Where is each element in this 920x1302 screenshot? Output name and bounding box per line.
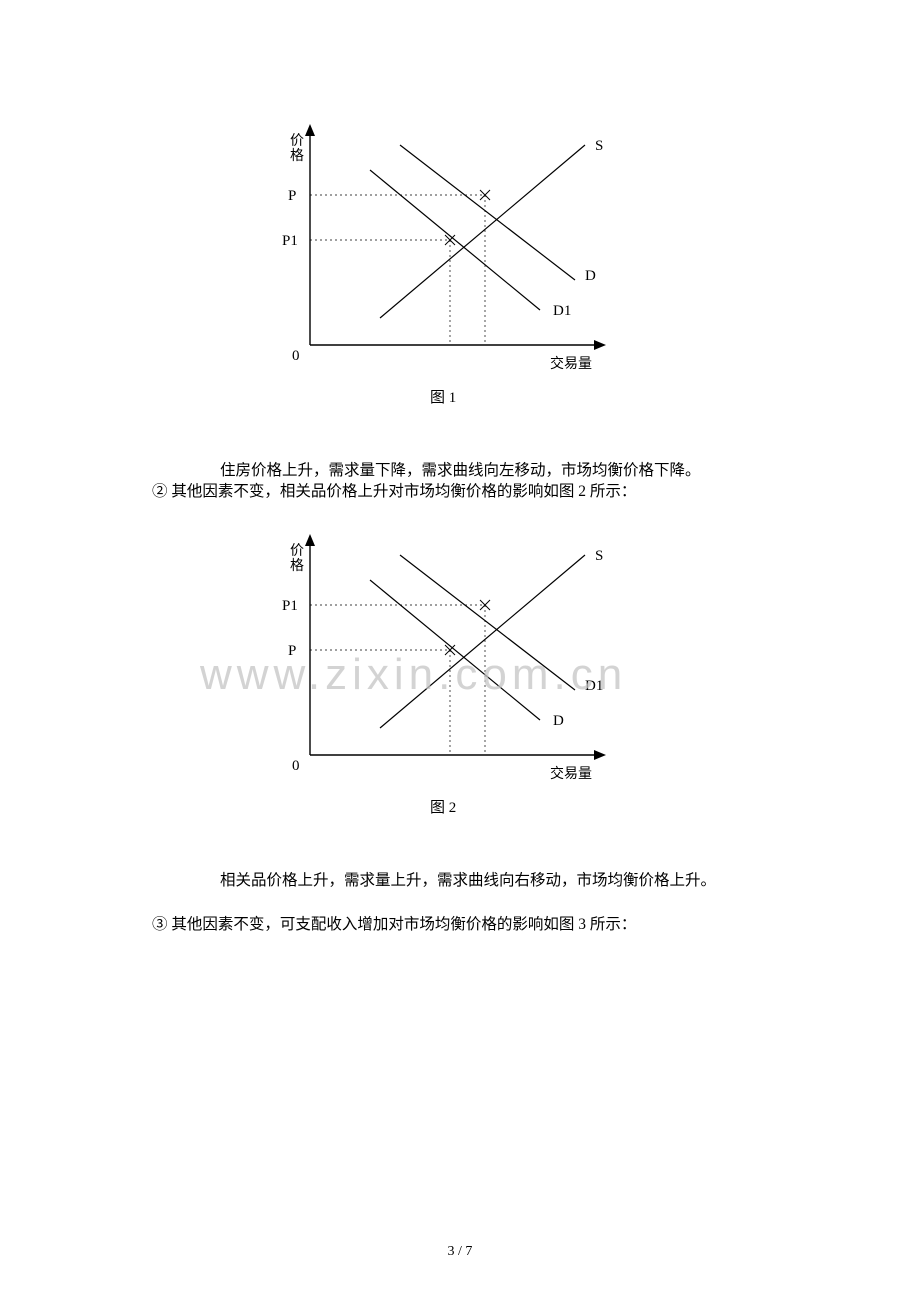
x-axis-label: 交易量 [550, 765, 592, 782]
origin-label: 0 [292, 348, 300, 364]
x-axis-label: 交易量 [550, 355, 592, 372]
label-d: D [553, 713, 564, 729]
label-s: S [595, 548, 603, 564]
x-axis-arrow [594, 750, 606, 760]
text-related-price: 相关品价格上升，需求量上升，需求曲线向右移动，市场均衡价格上升。 [220, 869, 840, 894]
chart-1-caption: 图 1 [430, 389, 456, 406]
y-axis-arrow [305, 534, 315, 546]
supply-line [380, 145, 585, 318]
origin-label: 0 [292, 758, 300, 774]
chart-1-svg: 价 格 [280, 120, 620, 410]
y-axis-arrow [305, 124, 315, 136]
y-axis-label-2: 格 [290, 558, 304, 574]
watermark: www.zixin.com.cn [200, 650, 627, 700]
y-axis-label: 价 [290, 133, 304, 149]
supply-line [380, 555, 585, 728]
ytick-p1: P1 [282, 233, 298, 249]
x-axis-arrow [594, 340, 606, 350]
ytick-p: P [288, 188, 296, 204]
y-axis-label: 价 [290, 543, 304, 559]
label-s: S [595, 138, 603, 154]
page-number: 3 / 7 [0, 1244, 920, 1260]
text-item-2: ② 其他因素不变，相关品价格上升对市场均衡价格的影响如图 2 所示： [152, 480, 852, 505]
chart-2-caption: 图 2 [430, 799, 456, 816]
chart-1: 价 格 [280, 120, 620, 410]
demand-line-d [400, 145, 575, 280]
y-axis-label-2: 格 [290, 148, 304, 164]
label-d1: D1 [553, 303, 571, 319]
label-d: D [585, 268, 596, 284]
ytick-p1: P1 [282, 598, 298, 614]
text-item-3: ③ 其他因素不变，可支配收入增加对市场均衡价格的影响如图 3 所示： [152, 913, 852, 938]
